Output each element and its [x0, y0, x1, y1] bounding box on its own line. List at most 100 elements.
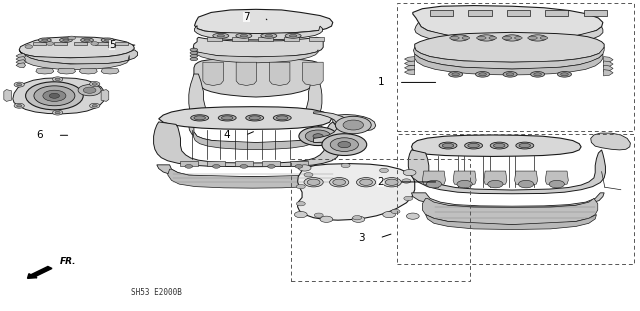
Circle shape: [49, 93, 60, 98]
Ellipse shape: [81, 38, 93, 42]
Polygon shape: [604, 70, 613, 76]
Ellipse shape: [333, 179, 346, 185]
Polygon shape: [195, 26, 323, 40]
Ellipse shape: [462, 37, 470, 39]
Circle shape: [108, 45, 116, 49]
Ellipse shape: [190, 54, 198, 58]
Circle shape: [52, 110, 63, 115]
Bar: [284, 37, 299, 41]
Circle shape: [55, 78, 60, 81]
Circle shape: [457, 180, 472, 188]
Bar: [430, 10, 453, 16]
Circle shape: [296, 202, 305, 206]
Circle shape: [26, 82, 83, 110]
Text: 3: 3: [358, 233, 365, 243]
Text: FR.: FR.: [60, 257, 77, 266]
Polygon shape: [193, 132, 318, 150]
Polygon shape: [189, 74, 322, 127]
Circle shape: [294, 211, 307, 218]
Ellipse shape: [385, 179, 398, 185]
Ellipse shape: [519, 143, 531, 148]
Ellipse shape: [493, 143, 505, 148]
Ellipse shape: [236, 33, 252, 38]
Circle shape: [330, 138, 358, 151]
Bar: [235, 161, 253, 166]
Polygon shape: [19, 50, 138, 64]
Polygon shape: [404, 61, 415, 66]
Circle shape: [185, 165, 193, 168]
Circle shape: [299, 127, 337, 146]
Circle shape: [268, 165, 275, 168]
Ellipse shape: [515, 37, 522, 39]
Ellipse shape: [506, 73, 514, 76]
Polygon shape: [168, 169, 332, 188]
Polygon shape: [545, 171, 568, 185]
Ellipse shape: [502, 36, 512, 39]
Circle shape: [296, 184, 305, 189]
Circle shape: [305, 130, 331, 142]
Ellipse shape: [307, 179, 320, 185]
Circle shape: [404, 196, 413, 201]
Ellipse shape: [561, 73, 568, 76]
Polygon shape: [303, 62, 323, 86]
Polygon shape: [24, 55, 129, 70]
Polygon shape: [4, 90, 12, 101]
Bar: [584, 10, 607, 16]
Polygon shape: [16, 60, 26, 65]
Text: 6: 6: [36, 130, 43, 140]
Ellipse shape: [217, 35, 225, 37]
Ellipse shape: [190, 48, 198, 51]
Circle shape: [313, 134, 323, 139]
Polygon shape: [604, 61, 613, 67]
Circle shape: [391, 209, 400, 214]
Bar: [232, 37, 248, 41]
Polygon shape: [604, 57, 613, 63]
Polygon shape: [269, 62, 290, 86]
Circle shape: [383, 211, 396, 218]
Bar: [507, 10, 530, 16]
Circle shape: [403, 169, 416, 176]
Ellipse shape: [246, 115, 264, 121]
Circle shape: [92, 104, 97, 107]
Polygon shape: [515, 171, 538, 185]
Polygon shape: [415, 22, 603, 45]
Ellipse shape: [38, 38, 51, 42]
Polygon shape: [412, 135, 581, 156]
Bar: [468, 10, 492, 16]
Polygon shape: [189, 126, 322, 143]
Circle shape: [14, 103, 24, 108]
Circle shape: [92, 83, 97, 85]
Ellipse shape: [330, 178, 349, 187]
Circle shape: [298, 165, 311, 171]
Polygon shape: [157, 165, 340, 178]
Polygon shape: [58, 69, 76, 74]
Bar: [180, 161, 198, 166]
Text: 2: 2: [378, 177, 384, 187]
Polygon shape: [36, 69, 54, 74]
Ellipse shape: [476, 36, 486, 39]
Ellipse shape: [101, 38, 114, 42]
Circle shape: [46, 42, 54, 45]
Polygon shape: [194, 59, 320, 97]
Ellipse shape: [452, 73, 460, 76]
Ellipse shape: [477, 35, 495, 41]
Bar: [115, 42, 128, 45]
Bar: [74, 42, 87, 45]
Ellipse shape: [479, 73, 486, 76]
Polygon shape: [79, 69, 97, 74]
Ellipse shape: [382, 178, 401, 187]
Polygon shape: [16, 57, 26, 62]
Circle shape: [343, 120, 364, 130]
Ellipse shape: [557, 72, 572, 77]
Polygon shape: [101, 69, 119, 74]
Bar: [290, 161, 308, 166]
Bar: [309, 37, 324, 41]
Ellipse shape: [540, 37, 548, 39]
Ellipse shape: [84, 39, 90, 41]
Polygon shape: [415, 32, 604, 62]
Circle shape: [90, 81, 100, 86]
Circle shape: [314, 213, 323, 217]
Ellipse shape: [465, 142, 483, 149]
Ellipse shape: [503, 72, 517, 77]
Circle shape: [402, 179, 411, 183]
